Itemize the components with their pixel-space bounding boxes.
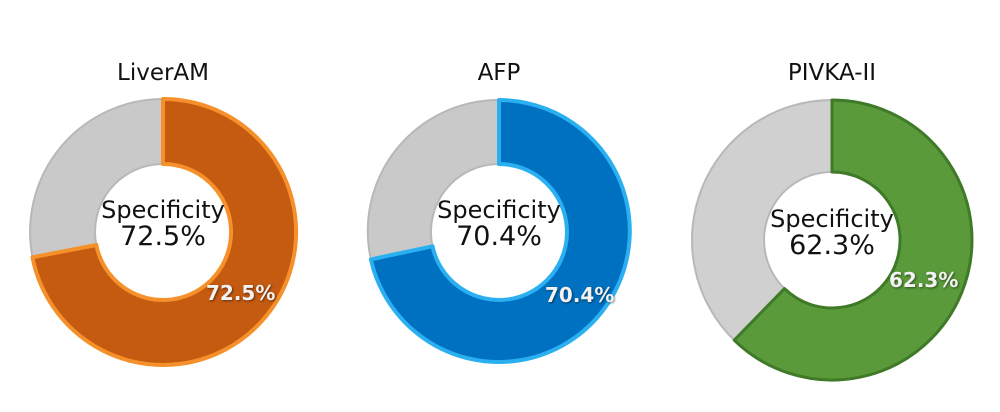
center-label: Specificity 70.4% <box>437 196 561 253</box>
chart-title: LiverAM <box>117 60 209 86</box>
donut-chart-pivka-ii: PIVKA-II Specificity 62.3% 62.3% <box>682 0 982 412</box>
donut-graphic <box>366 98 632 364</box>
donut-graphic <box>691 98 974 382</box>
chart-title: AFP <box>477 60 521 86</box>
slice-data-label: 62.3% <box>889 268 959 292</box>
donut-graphic <box>29 97 299 367</box>
center-label: Specificity 62.3% <box>770 205 894 262</box>
center-label: Specificity 72.5% <box>101 196 225 253</box>
remainder-slice <box>691 98 833 342</box>
specificity-slice <box>30 97 299 367</box>
remainder-slice <box>29 97 164 259</box>
remainder-slice <box>366 98 500 261</box>
slice-data-label: 70.4% <box>545 283 615 307</box>
chart-title: PIVKA-II <box>787 60 877 86</box>
donut-chart-afp: AFP Specificity 70.4% 70.4% <box>349 0 649 412</box>
slice-data-label: 72.5% <box>206 281 276 305</box>
donut-chart-liveram: LiverAM Specificity 72.5% 72.5% <box>13 0 313 412</box>
specificity-slice <box>732 98 974 382</box>
specificity-slice <box>368 98 632 364</box>
